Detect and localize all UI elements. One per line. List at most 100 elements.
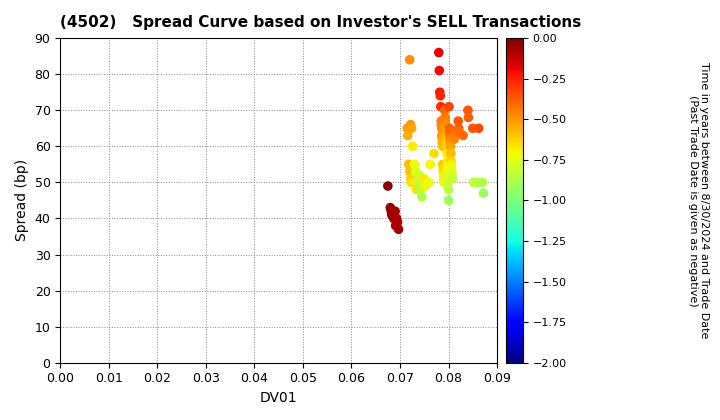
Point [405,176,416,182]
Point [382,183,394,189]
Point [393,226,405,233]
Point [413,172,425,178]
Point [446,176,458,182]
Point [434,92,446,99]
X-axis label: DV01: DV01 [260,391,297,405]
Point [446,172,458,178]
Point [392,219,403,226]
Point [439,114,451,121]
Point [452,118,464,124]
Point [441,139,452,146]
Point [441,136,452,142]
Point [473,125,485,131]
Point [410,168,421,175]
Point [386,212,397,218]
Point [445,139,456,146]
Point [433,49,444,56]
Point [443,186,454,193]
Point [472,179,483,186]
Point [390,222,401,229]
Point [468,179,480,186]
Point [454,129,465,135]
Point [467,125,479,131]
Point [436,118,447,124]
Point [415,179,426,186]
Point [462,107,474,113]
Point [404,56,415,63]
Point [446,161,457,168]
Point [410,179,422,186]
Point [385,208,397,215]
Point [441,132,452,139]
Y-axis label: Spread (bp): Spread (bp) [15,159,29,242]
Point [390,208,401,215]
Point [442,179,454,186]
Point [436,121,447,128]
Point [416,194,428,200]
Point [415,186,427,193]
Point [445,158,456,164]
Point [384,204,396,211]
Point [438,172,449,178]
Point [423,179,435,186]
Point [405,179,417,186]
Point [388,215,400,222]
Point [387,212,398,218]
Point [436,139,448,146]
Point [428,150,440,157]
Point [437,161,449,168]
Point [437,143,449,150]
Point [405,121,416,128]
Point [441,143,453,150]
Point [444,136,456,142]
Point [444,132,456,139]
Point [445,150,456,157]
Text: (4502)   Spread Curve based on Investor's SELL Transactions: (4502) Spread Curve based on Investor's … [60,15,582,30]
Point [448,129,459,135]
Point [438,176,449,182]
Point [436,125,447,131]
Point [441,129,452,135]
Y-axis label: Time in years between 8/30/2024 and Trade Date
(Past Trade Date is given as nega: Time in years between 8/30/2024 and Trad… [688,62,709,339]
Point [436,132,447,139]
Point [449,136,460,142]
Point [420,183,431,189]
Point [409,161,420,168]
Point [442,172,454,178]
Point [457,132,469,139]
Point [477,190,489,197]
Point [424,161,436,168]
Point [439,107,451,113]
Point [444,125,455,131]
Point [404,168,415,175]
Point [438,179,450,186]
Point [448,132,459,139]
Point [403,161,415,168]
Point [391,215,402,222]
Point [388,212,400,218]
Point [439,118,451,124]
Point [444,103,455,110]
Point [440,125,451,131]
Point [446,165,457,171]
Point [463,114,474,121]
Point [444,129,455,135]
Point [446,168,458,175]
Point [441,150,453,157]
Point [390,215,401,222]
Point [433,67,445,74]
Point [402,125,413,131]
Point [442,165,454,171]
Point [418,176,430,182]
Point [435,103,446,110]
Point [410,186,422,193]
Point [453,125,464,131]
Point [434,89,446,96]
Point [442,158,454,164]
Point [443,197,454,204]
Point [477,179,488,186]
Point [440,121,451,128]
Point [402,132,413,139]
Point [407,143,418,150]
Point [438,165,449,171]
